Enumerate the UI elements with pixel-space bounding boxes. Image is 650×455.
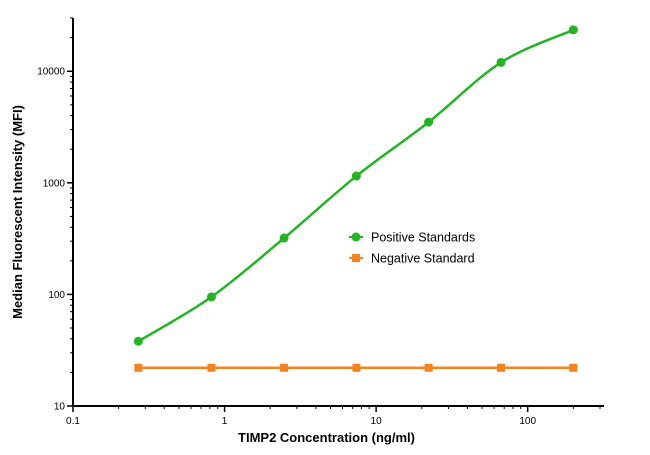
data-point-negative-standard [352,363,361,372]
data-point-negative-standard [134,363,143,372]
y-axis-title: Median Fluorescent Intensity (MFI) [10,105,25,319]
series-line-positive-standards [137,28,574,343]
data-point-negative-standard [424,363,433,372]
x-axis-title: TIMP2 Concentration (ng/ml) [238,430,415,445]
data-point-negative-standard [497,363,506,372]
y-tick-label: 100 [48,290,65,301]
data-point-positive-standards [279,233,289,243]
data-point-positive-standards [351,171,361,181]
legend-item-positive-standards: Positive Standards [349,231,475,245]
series-layer [133,25,578,372]
data-point-negative-standard [207,363,216,372]
y-tick-label: 1000 [43,178,66,189]
x-tick-label: 10 [371,416,383,427]
data-point-positive-standards [133,336,143,346]
data-point-positive-standards [206,292,216,302]
data-point-negative-standard [569,363,578,372]
legend-marker-positive [351,232,361,242]
data-point-negative-standard [280,363,289,372]
x-tick-label: 100 [519,416,536,427]
legend: Positive Standards Negative Standard [349,231,475,266]
legend-label-positive: Positive Standards [371,231,475,245]
legend-item-negative-standard: Negative Standard [349,252,475,266]
y-tick-label: 10 [54,402,66,413]
y-tick-label: 10000 [37,67,65,78]
data-point-positive-standards [424,117,434,127]
x-tick-label: 0.1 [66,416,80,427]
legend-marker-negative [352,254,360,262]
x-ticks: 0.1 1 10 100 [66,406,601,427]
data-point-positive-standards [568,25,578,35]
y-ticks: 10 100 1000 10000 [37,17,73,413]
x-tick-label: 1 [222,416,228,427]
legend-label-negative: Negative Standard [371,252,475,266]
axes [72,18,604,407]
data-point-positive-standards [496,57,506,67]
